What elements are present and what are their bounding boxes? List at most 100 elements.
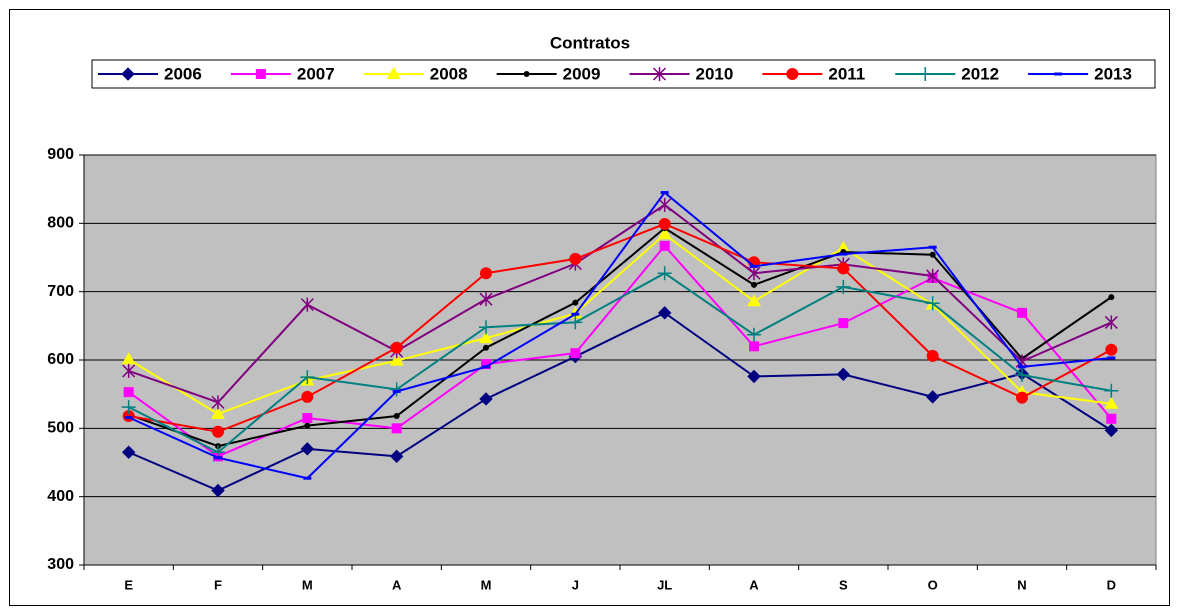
- series-marker: [304, 422, 311, 429]
- series-marker: [1017, 307, 1027, 318]
- legend-label: 2013: [1094, 64, 1132, 83]
- y-tick-label: 300: [47, 556, 74, 573]
- x-tick-label: N: [1017, 577, 1026, 592]
- series-marker: [302, 413, 313, 424]
- x-tick-label: M: [302, 577, 313, 592]
- series-marker: [928, 245, 937, 249]
- x-tick-label: A: [392, 577, 402, 592]
- series-marker: [657, 266, 672, 281]
- series-marker: [479, 331, 493, 344]
- series-marker: [121, 445, 136, 459]
- series-marker: [839, 252, 848, 256]
- series-marker: [1015, 368, 1029, 383]
- series-marker: [1105, 343, 1118, 356]
- x-tick-label: S: [839, 577, 848, 592]
- x-tick-label: JL: [657, 577, 672, 592]
- y-tick-label: 500: [47, 420, 74, 437]
- x-tick-label: D: [1107, 577, 1116, 592]
- series-marker: [479, 320, 493, 335]
- x-tick-label: J: [572, 577, 579, 592]
- series-marker: [926, 349, 939, 362]
- series-marker: [925, 296, 940, 311]
- series-marker: [124, 415, 133, 419]
- series-line: [128, 244, 1113, 458]
- series-marker: [660, 191, 669, 195]
- series-marker: [482, 365, 490, 369]
- legend-label: 2012: [961, 64, 999, 83]
- series-marker: [391, 423, 402, 434]
- series-marker: [303, 476, 312, 480]
- series-marker: [300, 370, 315, 385]
- series-marker: [481, 359, 491, 370]
- series-marker: [570, 348, 581, 359]
- series-marker: [658, 197, 672, 212]
- x-tick-label: A: [749, 577, 759, 592]
- series-marker: [925, 390, 940, 404]
- series-line: [128, 191, 1112, 480]
- series-marker: [211, 483, 225, 498]
- legend-marker: [255, 69, 266, 79]
- series-marker: [1108, 294, 1115, 301]
- series-marker: [123, 387, 134, 398]
- series-marker: [212, 425, 224, 438]
- series-marker: [393, 413, 400, 420]
- legend-marker: [386, 67, 401, 79]
- series-marker: [211, 406, 225, 419]
- series-line: [128, 226, 1112, 448]
- series-marker: [483, 344, 489, 351]
- y-tick-label: 900: [47, 146, 74, 163]
- series-marker: [214, 456, 222, 460]
- series-line: [128, 222, 1112, 433]
- series-line: [128, 232, 1112, 416]
- series-marker: [926, 268, 940, 283]
- series-marker: [747, 294, 761, 307]
- series-marker: [1104, 383, 1119, 398]
- series-marker: [300, 297, 314, 312]
- series-marker: [301, 390, 314, 403]
- series-marker: [1104, 423, 1119, 438]
- series-marker: [389, 353, 404, 366]
- series-marker: [1016, 391, 1028, 404]
- series-marker: [392, 389, 401, 393]
- legend-label: 2008: [430, 64, 468, 83]
- series-marker: [390, 341, 403, 354]
- chart-title: Contratos: [550, 33, 630, 52]
- series-marker: [747, 369, 761, 384]
- series-marker: [389, 449, 404, 464]
- y-tick-label: 800: [47, 215, 74, 232]
- series-marker: [480, 267, 492, 280]
- series-marker: [572, 299, 579, 306]
- series-marker: [1107, 356, 1116, 360]
- y-tick-label: 400: [47, 488, 74, 505]
- legend-marker: [786, 68, 799, 80]
- series-marker: [836, 279, 851, 294]
- y-tick-label: 700: [47, 283, 74, 300]
- series-marker: [1104, 315, 1118, 330]
- series-marker: [749, 341, 759, 352]
- series-marker: [300, 442, 315, 456]
- series-marker: [569, 252, 582, 265]
- legend-marker: [121, 67, 135, 81]
- series-marker: [747, 266, 761, 281]
- series-marker: [750, 264, 758, 268]
- legend-label: 2009: [563, 64, 601, 83]
- x-tick-label: O: [928, 577, 938, 592]
- legend-marker: [652, 67, 667, 81]
- series-marker: [838, 318, 849, 329]
- legend-label: 2006: [164, 64, 202, 83]
- series-marker: [929, 251, 936, 258]
- series-marker: [1018, 365, 1026, 369]
- legend-label: 2007: [297, 64, 335, 83]
- series-marker: [211, 395, 225, 410]
- legend-label: 2010: [696, 64, 734, 83]
- series-marker: [836, 240, 851, 253]
- x-tick-label: M: [481, 577, 492, 592]
- legend-marker: [523, 71, 530, 77]
- series-marker: [751, 281, 757, 288]
- series-marker: [479, 392, 493, 406]
- series-marker: [837, 262, 850, 275]
- series-marker: [1104, 396, 1119, 409]
- x-tick-label: E: [124, 577, 133, 592]
- y-tick-label: 600: [47, 351, 74, 368]
